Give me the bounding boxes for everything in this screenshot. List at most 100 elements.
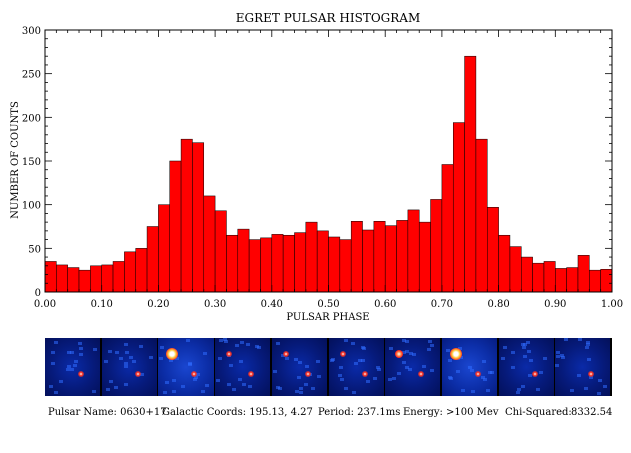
x-tick-label: 0.50 xyxy=(317,299,339,310)
histogram-bar xyxy=(328,236,341,293)
noise-speck xyxy=(555,351,560,355)
pulsar-source xyxy=(339,351,346,357)
persistent-source xyxy=(588,371,595,377)
persistent-source xyxy=(78,371,84,377)
noise-speck xyxy=(59,380,64,384)
noise-speck xyxy=(430,343,435,347)
noise-speck xyxy=(223,338,228,342)
histogram-bar xyxy=(441,164,454,293)
pulsar-source xyxy=(282,351,289,357)
noise-speck xyxy=(527,373,532,377)
noise-speck xyxy=(174,357,179,361)
noise-speck xyxy=(105,388,110,392)
histogram-bar xyxy=(498,234,511,293)
sky-map-strip xyxy=(45,338,612,396)
noise-speck xyxy=(257,345,262,349)
noise-speck xyxy=(123,383,128,387)
noise-speck xyxy=(124,342,129,346)
noise-speck xyxy=(317,374,322,378)
chart-title: EGRET PULSAR HISTOGRAM xyxy=(236,11,420,25)
noise-speck xyxy=(426,347,431,351)
x-axis-label: PULSAR PHASE xyxy=(286,312,369,323)
noise-speck xyxy=(293,358,298,362)
noise-speck xyxy=(344,339,349,343)
histogram-bar xyxy=(464,55,477,293)
noise-speck xyxy=(124,361,129,365)
pulsar-source xyxy=(449,348,462,360)
persistent-source xyxy=(418,371,425,377)
histogram-bar xyxy=(78,269,91,293)
noise-speck xyxy=(353,361,358,365)
noise-speck xyxy=(275,341,280,345)
noise-speck xyxy=(576,374,581,378)
y-tick-label: 300 xyxy=(22,26,41,37)
noise-speck xyxy=(487,371,492,375)
histogram-bar xyxy=(67,267,80,293)
noise-speck xyxy=(556,354,561,358)
noise-speck xyxy=(113,385,118,389)
y-tick-label: 50 xyxy=(28,244,41,255)
y-tick-label: 150 xyxy=(22,157,41,168)
y-tick-label: 0 xyxy=(35,288,41,299)
noise-speck xyxy=(238,360,243,364)
noise-speck xyxy=(67,350,72,354)
noise-speck xyxy=(407,367,412,371)
noise-speck xyxy=(520,342,525,346)
noise-speck xyxy=(316,360,321,364)
sky-map-frame xyxy=(158,338,214,396)
pulsar-name: Pulsar Name: 0630+17 xyxy=(48,407,167,418)
x-tick-label: 0.10 xyxy=(91,299,113,310)
noise-speck xyxy=(563,338,568,342)
histogram-bar xyxy=(248,239,261,293)
noise-speck xyxy=(448,376,453,380)
noise-speck xyxy=(65,367,70,371)
noise-speck xyxy=(358,359,363,363)
sky-map-frame xyxy=(385,338,441,396)
histogram-bar xyxy=(509,246,522,293)
noise-speck xyxy=(529,358,534,362)
energy: Energy: >100 Mev xyxy=(403,407,499,418)
noise-speck xyxy=(219,339,224,343)
noise-speck xyxy=(501,356,506,360)
noise-speck xyxy=(527,349,532,353)
noise-speck xyxy=(446,349,451,353)
noise-speck xyxy=(48,385,53,389)
noise-speck xyxy=(125,350,130,354)
persistent-source xyxy=(191,371,198,377)
noise-speck xyxy=(517,387,522,391)
histogram-bar xyxy=(294,232,307,293)
y-tick-label: 100 xyxy=(22,201,41,212)
noise-speck xyxy=(104,360,109,364)
histogram-bar xyxy=(192,142,205,293)
histogram-bar xyxy=(452,122,465,293)
histogram-bar xyxy=(566,267,579,293)
noise-speck xyxy=(412,353,417,357)
noise-speck xyxy=(461,389,465,393)
y-tick-label: 250 xyxy=(22,70,41,81)
histogram-bar xyxy=(214,210,227,293)
x-tick-label: 0.00 xyxy=(34,299,56,310)
noise-speck xyxy=(597,391,602,395)
noise-speck xyxy=(69,350,74,354)
sky-map-frame xyxy=(555,338,611,396)
noise-speck xyxy=(294,390,299,394)
noise-speck xyxy=(53,391,58,395)
histogram-bar xyxy=(589,269,601,293)
noise-speck xyxy=(402,350,407,354)
noise-speck xyxy=(427,339,432,343)
x-tick-label: 0.30 xyxy=(204,299,226,310)
noise-speck xyxy=(237,377,242,381)
noise-speck xyxy=(215,378,220,382)
noise-speck xyxy=(401,339,406,343)
noise-speck xyxy=(186,339,191,343)
galactic-coords: Galactic Coords: 195.13, 4.27 xyxy=(162,407,313,418)
histogram-chart: EGRET PULSAR HISTOGRAM NUMBER OF COUNTS … xyxy=(10,11,623,323)
histogram-bar xyxy=(90,265,102,293)
noise-speck xyxy=(585,345,590,349)
noise-speck xyxy=(389,346,394,350)
noise-speck xyxy=(376,365,381,369)
noise-speck xyxy=(77,342,82,346)
noise-speck xyxy=(586,341,591,345)
noise-speck xyxy=(388,378,393,382)
x-tick-label: 0.80 xyxy=(487,299,509,310)
